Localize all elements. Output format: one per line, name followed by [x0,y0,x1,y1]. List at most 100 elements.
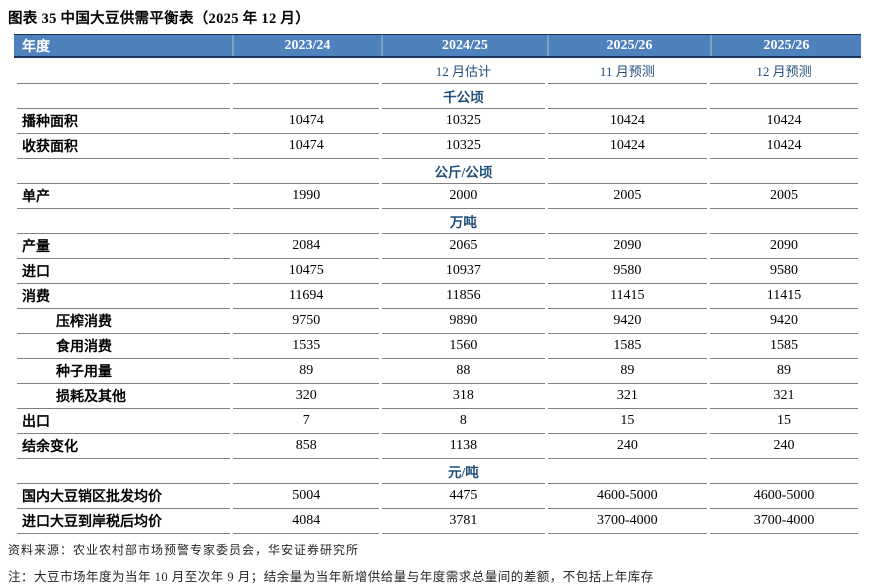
header-cell-2025-26-nov: 2025/26 [546,35,710,56]
balance-table: 12 月估计 11 月预测 12 月预测 千公顷 播种面积 10474 10325 10… [14,58,861,534]
section-cell [547,84,708,109]
row-value: 2000 [382,184,545,209]
row-label: 播种面积 [17,109,231,134]
table-row: 食用消费 1535 1560 1585 1585 [17,334,858,359]
row-label: 单产 [17,184,231,209]
subheader-cell [17,58,231,84]
row-label: 食用消费 [17,334,231,359]
row-value: 321 [547,384,708,409]
section-cell [710,209,858,234]
table-row: 种子用量 89 88 89 89 [17,359,858,384]
subheader-cell: 12 月预测 [710,58,858,84]
table-row: 损耗及其他 320 318 321 321 [17,384,858,409]
row-label: 收获面积 [17,134,231,159]
row-value: 10474 [233,134,380,159]
table-row: 出口 7 8 15 15 [17,409,858,434]
row-value: 240 [547,434,708,459]
row-value: 2084 [233,234,380,259]
row-value: 1560 [382,334,545,359]
table-row: 消费 11694 11856 11415 11415 [17,284,858,309]
row-value: 7 [233,409,380,434]
table-body: 12 月估计 11 月预测 12 月预测 千公顷 播种面积 10474 10325 10… [17,58,858,534]
table-row: 进口 10475 10937 9580 9580 [17,259,858,284]
footnote: 注：大豆市场年度为当年 10 月至次年 9 月；结余量为当年新增供给量与年度需求… [8,570,654,584]
source-note: 资料来源：农业农村部市场预警专家委员会，华安证券研究所 [8,543,360,557]
row-value: 1138 [382,434,545,459]
section-cell [17,84,231,109]
row-value: 11694 [233,284,380,309]
row-label: 损耗及其他 [17,384,231,409]
row-label: 种子用量 [17,359,231,384]
section-row: 千公顷 [17,84,858,109]
row-value: 15 [710,409,858,434]
row-value: 858 [233,434,380,459]
row-label: 进口大豆到岸税后均价 [17,509,231,534]
section-cell [17,209,231,234]
row-value: 2005 [547,184,708,209]
subheader-cell: 12 月估计 [382,58,545,84]
section-cell [233,459,380,484]
table-row: 进口大豆到岸税后均价 4084 3781 3700-4000 3700-4000 [17,509,858,534]
row-value: 9580 [547,259,708,284]
row-value: 1585 [547,334,708,359]
table-row: 收获面积 10474 10325 10424 10424 [17,134,858,159]
row-value: 4475 [382,484,545,509]
row-value: 1990 [233,184,380,209]
row-value: 15 [547,409,708,434]
row-value: 89 [233,359,380,384]
table-row: 产量 2084 2065 2090 2090 [17,234,858,259]
row-label: 压榨消费 [17,309,231,334]
row-value: 4084 [233,509,380,534]
header-cell-2023-24: 2023/24 [231,35,381,56]
table-row: 国内大豆销区批发均价 5004 4475 4600-5000 4600-5000 [17,484,858,509]
table-header-row: 年度 2023/24 2024/25 2025/26 2025/26 [14,34,861,58]
row-value: 10424 [710,109,858,134]
row-value: 3781 [382,509,545,534]
section-cell [710,459,858,484]
table-row: 单产 1990 2000 2005 2005 [17,184,858,209]
row-value: 3700-4000 [710,509,858,534]
section-label: 万吨 [382,209,545,234]
row-label: 国内大豆销区批发均价 [17,484,231,509]
row-value: 4600-5000 [710,484,858,509]
section-cell [710,159,858,184]
row-value: 89 [547,359,708,384]
section-cell [17,459,231,484]
section-cell [710,84,858,109]
row-value: 2005 [710,184,858,209]
section-label: 公斤/公顷 [382,159,545,184]
row-value: 10424 [710,134,858,159]
header-cell-year: 年度 [22,39,50,55]
row-value: 9750 [233,309,380,334]
row-value: 10475 [233,259,380,284]
row-label: 产量 [17,234,231,259]
section-cell [17,159,231,184]
section-row: 元/吨 [17,459,858,484]
row-value: 2065 [382,234,545,259]
section-cell [233,159,380,184]
header-cell-2025-26-dec: 2025/26 [709,35,861,56]
row-value: 318 [382,384,545,409]
report-table-figure: 图表 35 中国大豆供需平衡表（2025 年 12 月） 年度 2023/24 … [0,7,875,584]
row-value: 10424 [547,109,708,134]
table-row: 播种面积 10474 10325 10424 10424 [17,109,858,134]
row-value: 3700-4000 [547,509,708,534]
section-cell [547,459,708,484]
row-value: 1535 [233,334,380,359]
section-cell [547,209,708,234]
row-value: 8 [382,409,545,434]
row-value: 9420 [710,309,858,334]
row-value: 89 [710,359,858,384]
row-label: 结余变化 [17,434,231,459]
subheader-cell: 11 月预测 [547,58,708,84]
section-cell [233,84,380,109]
section-label: 元/吨 [382,459,545,484]
section-row: 公斤/公顷 [17,159,858,184]
row-value: 10937 [382,259,545,284]
row-value: 2090 [547,234,708,259]
section-row: 万吨 [17,209,858,234]
subheader-cell [233,58,380,84]
row-value: 10424 [547,134,708,159]
section-label: 千公顷 [382,84,545,109]
figure-title: 图表 35 中国大豆供需平衡表（2025 年 12 月） [8,11,311,27]
